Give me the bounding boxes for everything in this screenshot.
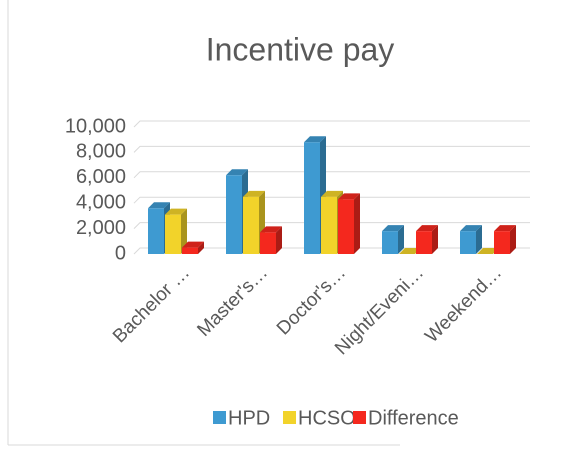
bar-top <box>182 241 204 248</box>
grid-line <box>133 171 530 179</box>
bar-side <box>432 225 438 254</box>
bar-top <box>399 248 421 254</box>
bar-top <box>382 225 404 232</box>
bar-front <box>165 214 181 254</box>
x-tick-label: Weekend… <box>421 262 506 347</box>
bar-top <box>338 193 360 200</box>
bar-front <box>494 231 510 254</box>
bar-front <box>243 196 259 254</box>
bar <box>399 248 421 254</box>
grid-line <box>133 196 530 204</box>
bar-top <box>226 169 248 176</box>
y-tick-label: 0 <box>115 242 126 264</box>
bar <box>494 225 516 254</box>
bar-top <box>304 136 326 143</box>
y-tick-label: 10,000 <box>65 115 126 137</box>
bar <box>382 225 404 254</box>
x-tick-label: Master's… <box>193 262 272 341</box>
bar-top <box>477 248 499 254</box>
y-tick-label: 8,000 <box>76 141 126 163</box>
bar-side <box>354 193 360 254</box>
bar-top <box>460 225 482 232</box>
x-tick-label: Doctor's… <box>273 262 350 339</box>
bar-front <box>382 231 398 254</box>
bar-top <box>148 202 170 209</box>
bar-top <box>243 190 265 197</box>
legend-item: HCSO <box>283 407 356 429</box>
bar <box>338 193 360 254</box>
bar-front <box>416 231 432 254</box>
bar-front <box>226 175 242 254</box>
legend-item: Difference <box>353 407 459 429</box>
grid-line <box>133 120 530 128</box>
bar-side <box>198 241 204 254</box>
x-tick-label: Bachelor … <box>109 262 194 347</box>
bar <box>182 241 204 254</box>
bar-side <box>510 225 516 254</box>
legend-item: HPD <box>213 407 270 429</box>
bar-side <box>476 225 482 254</box>
bar-top <box>165 208 187 215</box>
bar-side <box>398 225 404 254</box>
y-tick-label: 6,000 <box>76 166 126 188</box>
bar-front <box>148 208 164 254</box>
bar-side <box>181 208 187 254</box>
bar-front <box>260 232 276 254</box>
bar <box>260 226 282 254</box>
bar <box>165 208 187 254</box>
bar-front <box>460 231 476 254</box>
legend-swatch <box>283 411 296 424</box>
grid-line <box>133 145 530 153</box>
legend-label: Difference <box>368 407 459 429</box>
y-tick-label: 2,000 <box>76 217 126 239</box>
legend-swatch <box>213 411 226 424</box>
legend-label: HCSO <box>298 407 356 429</box>
grid-line <box>133 222 530 229</box>
y-tick-label: 4,000 <box>76 191 126 213</box>
bar-top <box>260 226 282 233</box>
bar-top <box>416 225 438 232</box>
bar-side <box>276 226 282 254</box>
legend-label: HPD <box>228 407 270 429</box>
bar-front <box>321 196 337 254</box>
legend-swatch <box>353 411 366 424</box>
bar-front <box>338 199 354 254</box>
chart-title: Incentive pay <box>206 31 395 67</box>
bar-front <box>182 247 198 254</box>
bar <box>477 248 499 254</box>
bar <box>416 225 438 254</box>
bar <box>460 225 482 254</box>
bar-top <box>494 225 516 232</box>
bar-front <box>304 142 320 254</box>
bar-top <box>321 190 343 197</box>
